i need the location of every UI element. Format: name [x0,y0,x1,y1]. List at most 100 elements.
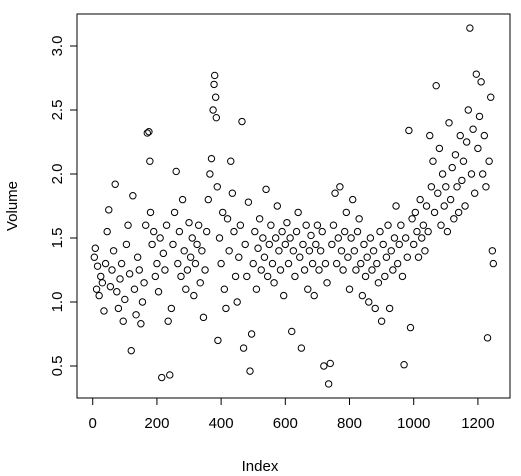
point [296,253,304,261]
point [230,227,238,236]
point [124,221,132,229]
point [357,259,365,268]
x-axis-label: Index [242,458,279,475]
point [215,234,224,242]
point [169,240,177,249]
point [207,154,216,163]
point [405,126,413,135]
point [360,240,368,249]
point [320,362,328,370]
point [198,247,206,255]
point [129,192,137,200]
point [254,244,262,252]
point [313,221,322,229]
point [361,272,370,281]
point [400,361,408,369]
point [461,202,469,210]
point [458,176,466,185]
point [146,208,155,217]
point [323,279,331,287]
point [259,234,267,242]
point [91,244,99,252]
point [185,218,193,227]
point [158,373,166,382]
point [300,266,309,274]
point [392,202,400,210]
point [413,227,421,236]
point [397,221,405,229]
point [421,247,429,255]
point [247,330,256,338]
point [358,291,367,300]
point [450,215,458,223]
point [211,93,220,101]
point [289,247,298,255]
point [284,259,293,268]
point [100,307,108,315]
point [464,106,472,114]
y-axis-label: Volume [4,181,21,231]
point [161,266,169,274]
point [332,259,341,268]
point [271,234,280,242]
point [435,144,444,153]
point [251,227,259,236]
point [143,129,151,137]
point [138,298,147,306]
point [403,253,411,261]
point [263,272,272,281]
point [246,367,254,375]
point [135,266,143,274]
point [227,157,235,165]
point [410,240,418,249]
point [382,253,391,261]
point [196,279,204,287]
point [437,221,445,229]
point [278,227,286,236]
x-tick-label: 1200 [461,415,494,432]
x-tick-label: 200 [144,415,169,432]
point [349,195,357,204]
point [206,170,214,178]
point [487,93,495,101]
point [228,189,237,197]
y-tick-label: 1.5 [49,228,66,249]
point [191,259,200,268]
point [315,266,323,274]
point [385,304,394,313]
point [350,247,359,255]
point [132,311,140,319]
point [105,206,113,214]
point [255,215,264,223]
point [369,247,378,255]
point [373,259,381,268]
point [459,157,468,165]
point [321,259,330,268]
point [188,234,196,242]
point [418,234,426,242]
point [204,195,212,204]
point [344,253,352,261]
point [377,317,386,325]
point [297,344,306,352]
point [342,208,351,217]
point [127,346,135,355]
point [183,266,192,274]
point [393,259,402,268]
point [223,215,232,223]
point [262,185,270,194]
point [280,291,288,300]
point [90,253,99,261]
point [268,259,277,268]
point [482,183,490,191]
point [233,298,241,306]
point [365,298,373,306]
point [438,170,447,178]
point [445,119,453,127]
point [467,170,476,178]
point [174,259,182,268]
point [488,247,497,255]
point [140,279,148,287]
point [220,285,229,293]
